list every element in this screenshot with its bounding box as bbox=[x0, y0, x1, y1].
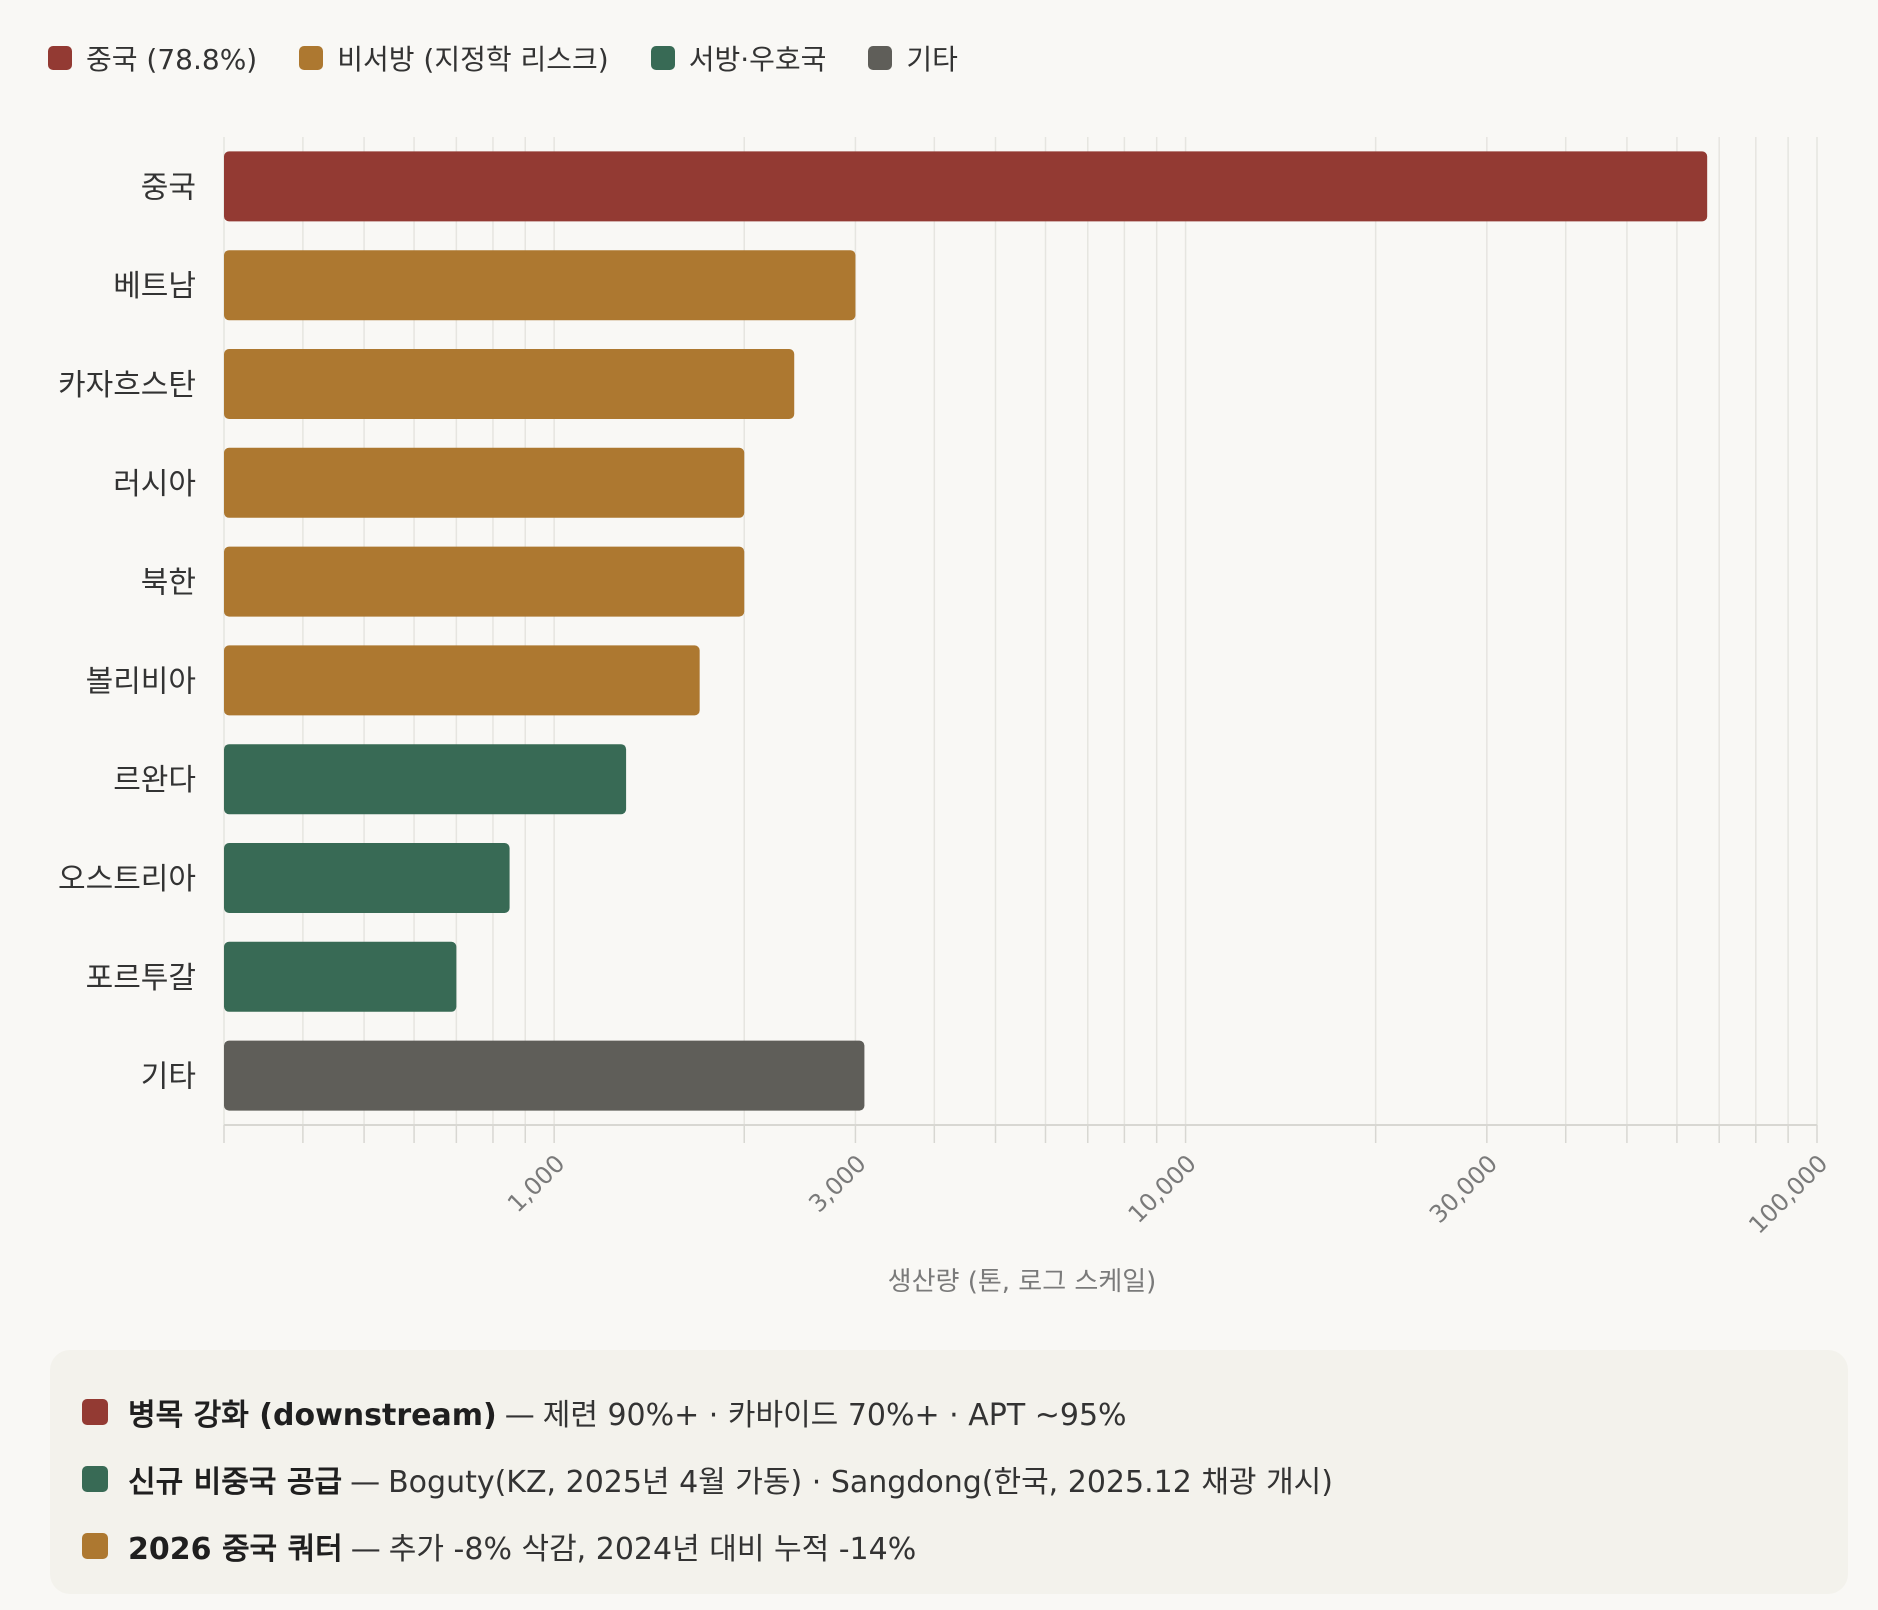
category-label: 러시아 bbox=[113, 467, 196, 502]
legend-label-china: 중국 (78.8%) bbox=[86, 43, 258, 76]
x-tick-label: 1,000 bbox=[502, 1149, 570, 1217]
note-sep-bottleneck: — bbox=[504, 1397, 535, 1433]
note-title-new-supply: 신규 비중국 공급 bbox=[128, 1464, 343, 1500]
note-swatch-new-supply bbox=[82, 1465, 108, 1492]
category-label: 중국 bbox=[141, 170, 196, 205]
category-label: 베트남 bbox=[113, 269, 196, 304]
bar[interactable] bbox=[224, 349, 795, 419]
x-axis: 1,000 3,000 10,000 30,000 100,000 bbox=[223, 1124, 1833, 1239]
bar[interactable] bbox=[224, 941, 457, 1012]
note-text-quota: 추가 -8% 삭감, 2024년 대비 누적 -14% bbox=[388, 1531, 917, 1567]
bar[interactable] bbox=[224, 151, 1708, 222]
legend-swatch-china bbox=[48, 46, 72, 70]
legend-item-other[interactable]: 기타 bbox=[868, 38, 958, 78]
bar[interactable] bbox=[224, 744, 627, 815]
note-swatch-quota bbox=[82, 1532, 108, 1559]
bar[interactable] bbox=[224, 645, 700, 716]
legend-swatch-western bbox=[650, 46, 675, 70]
legend-item-non-western[interactable]: 비서방 (지정학 리스크) bbox=[299, 38, 609, 78]
bar[interactable] bbox=[224, 843, 510, 913]
legend-swatch-non-western bbox=[299, 46, 324, 70]
note-quota: 2026 중국 쿼터 — 추가 -8% 삭감, 2024년 대비 누적 -14% bbox=[82, 1512, 1816, 1579]
note-title-bottleneck: 병목 강화 (downstream) bbox=[128, 1397, 497, 1433]
x-tick-label: 10,000 bbox=[1123, 1149, 1202, 1228]
category-label: 오스트리아 bbox=[58, 862, 196, 897]
note-new-supply: 신규 비중국 공급 — Boguty(KZ, 2025년 4월 가동) · Sang… bbox=[82, 1445, 1816, 1512]
bar[interactable] bbox=[224, 1040, 865, 1111]
notes-panel: 병목 강화 (downstream) — 제련 90%+ · 카바이드 70%+ ·… bbox=[50, 1350, 1848, 1594]
category-label: 포르투갈 bbox=[86, 961, 196, 996]
category-label: 르완다 bbox=[113, 763, 196, 798]
bar[interactable] bbox=[224, 546, 745, 617]
note-text-bottleneck: 제련 90%+ · 카바이드 70%+ · APT ~95% bbox=[542, 1397, 1127, 1433]
x-axis-label: 생산량 (톤, 로그 스케일) bbox=[888, 1267, 1157, 1297]
note-text-new-supply: Boguty(KZ, 2025년 4월 가동) · Sangdong(한국, 2… bbox=[388, 1464, 1333, 1500]
note-bottleneck: 병목 강화 (downstream) — 제련 90%+ · 카바이드 70%+ ·… bbox=[82, 1378, 1816, 1445]
note-swatch-bottleneck bbox=[82, 1398, 108, 1425]
category-label: 북한 bbox=[141, 566, 196, 601]
chart-legend: 중국 (78.8%) 비서방 (지정학 리스크) 서방·우호국 기타 bbox=[48, 38, 958, 78]
legend-swatch-other bbox=[868, 46, 893, 70]
bar[interactable] bbox=[224, 250, 856, 321]
note-title-quota: 2026 중국 쿼터 bbox=[128, 1531, 343, 1567]
legend-label-western: 서방·우호국 bbox=[688, 43, 827, 76]
x-tick-label: 100,000 bbox=[1743, 1149, 1833, 1239]
category-label: 카자흐스탄 bbox=[58, 368, 196, 403]
category-label: 볼리비아 bbox=[86, 664, 196, 699]
note-sep-quota: — bbox=[350, 1531, 381, 1567]
x-tick-label: 30,000 bbox=[1424, 1149, 1503, 1228]
note-sep-new-supply: — bbox=[350, 1464, 381, 1500]
legend-label-non-western: 비서방 (지정학 리스크) bbox=[337, 43, 609, 76]
bars bbox=[224, 151, 1708, 1111]
category-label: 기타 bbox=[141, 1060, 196, 1095]
legend-item-western[interactable]: 서방·우호국 bbox=[650, 38, 827, 78]
bar[interactable] bbox=[224, 447, 745, 518]
legend-item-china[interactable]: 중국 (78.8%) bbox=[48, 38, 257, 78]
legend-label-other: 기타 bbox=[906, 43, 958, 76]
x-tick-label: 3,000 bbox=[803, 1149, 871, 1217]
